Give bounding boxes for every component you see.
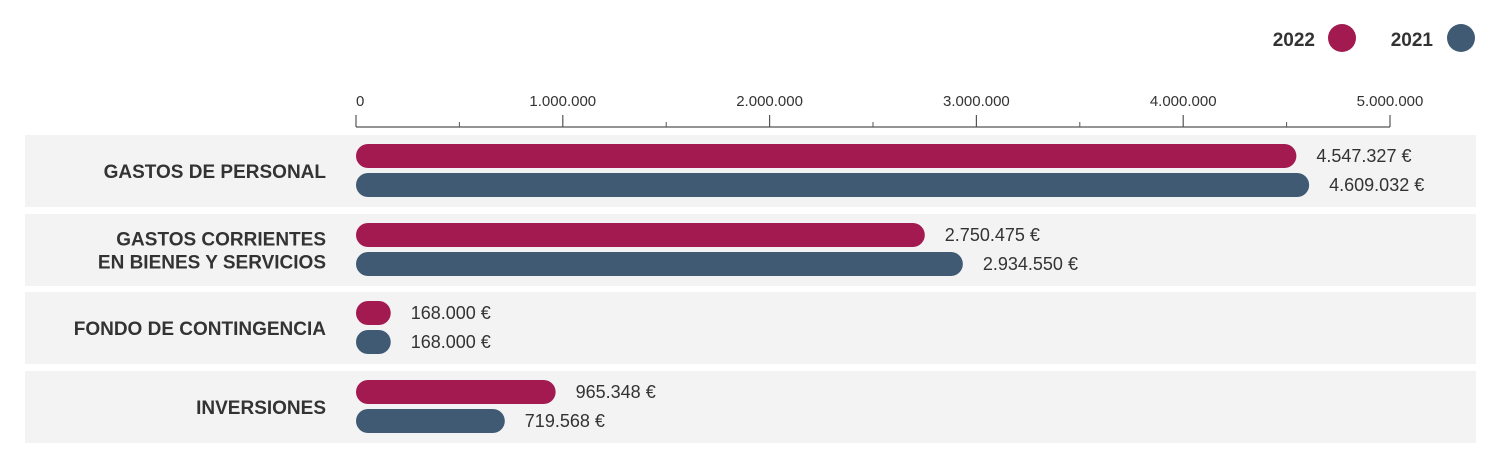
legend-swatch-2021: [1447, 24, 1475, 52]
bar-value-label: 965.348 €: [576, 382, 656, 402]
bar-2022: [356, 223, 925, 247]
category-label: GASTOS CORRIENTES: [116, 230, 326, 251]
x-axis-tick-label: 2.000.000: [736, 93, 803, 110]
bar-value-label: 4.609.032 €: [1329, 175, 1424, 195]
bar-2021: [356, 330, 391, 354]
bar-2021: [356, 252, 963, 276]
category-label: GASTOS DE PERSONAL: [104, 162, 327, 183]
bar-2021: [356, 409, 505, 433]
bar-value-label: 4.547.327 €: [1316, 146, 1411, 166]
category-label: EN BIENES Y SERVICIOS: [98, 253, 326, 274]
bar-2021: [356, 173, 1310, 197]
category-row-background: [25, 371, 1476, 443]
category-label: FONDO DE CONTINGENCIA: [74, 319, 327, 340]
x-axis-tick-label: 5.000.000: [1357, 93, 1424, 110]
bar-value-label: 2.934.550 €: [983, 254, 1078, 274]
bar-value-label: 168.000 €: [411, 332, 491, 352]
legend-label-2022: 2022: [1273, 30, 1315, 51]
bar-2022: [356, 301, 391, 325]
category-row-background: [25, 292, 1476, 364]
legend-label-2021: 2021: [1391, 30, 1434, 51]
bar-value-label: 719.568 €: [525, 411, 605, 431]
bar-2022: [356, 144, 1297, 168]
bar-value-label: 168.000 €: [411, 303, 491, 323]
bar-value-label: 2.750.475 €: [945, 225, 1040, 245]
x-axis-tick-label: 4.000.000: [1150, 93, 1217, 110]
x-axis-tick-label: 0: [356, 93, 364, 110]
bar-2022: [356, 380, 556, 404]
category-label: INVERSIONES: [196, 398, 326, 419]
x-axis-tick-label: 1.000.000: [529, 93, 596, 110]
x-axis-tick-label: 3.000.000: [943, 93, 1010, 110]
legend-swatch-2022: [1328, 24, 1356, 52]
